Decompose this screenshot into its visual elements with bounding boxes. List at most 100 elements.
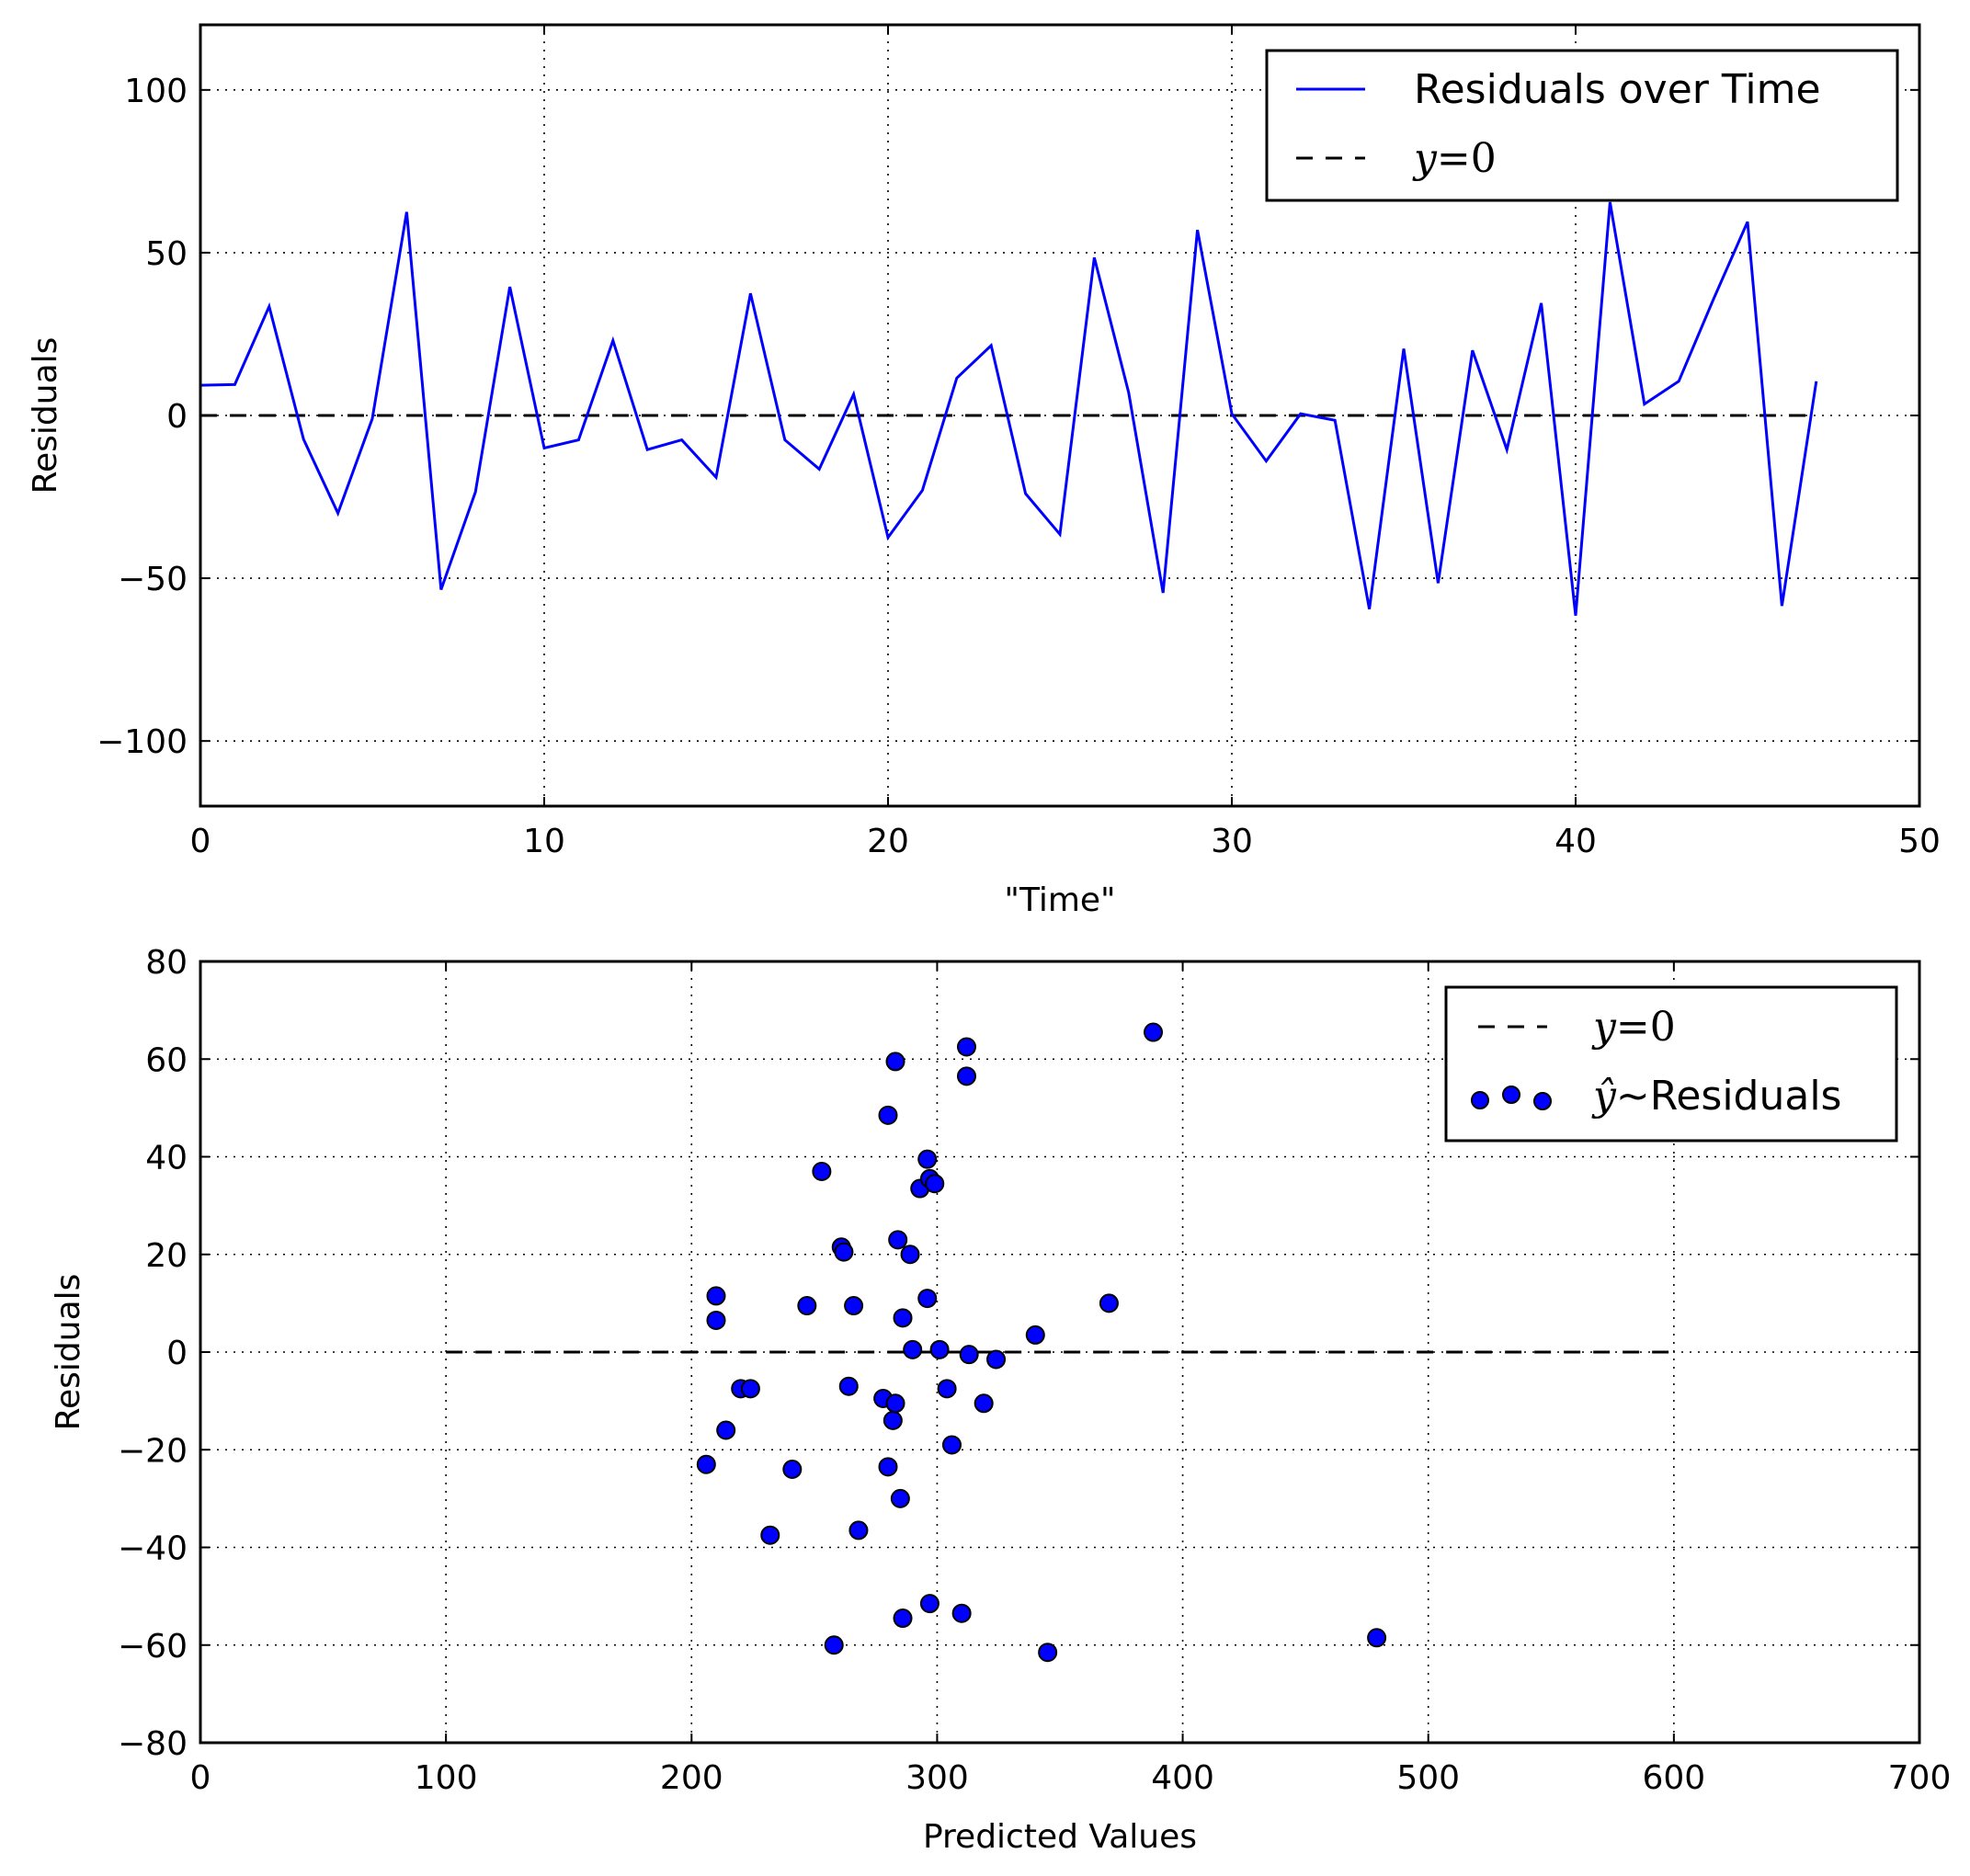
x-tick-label: 400 — [1151, 1759, 1214, 1797]
x-tick-label: 700 — [1888, 1759, 1952, 1797]
scatter-point — [878, 1105, 898, 1125]
y-tick-label: 80 — [145, 944, 188, 982]
x-tick-labels: 0 10 20 30 40 50 — [190, 823, 1941, 860]
scatter-point — [885, 1393, 905, 1414]
x-tick-label: 30 — [1211, 823, 1253, 860]
scatter-point — [824, 1635, 844, 1655]
x-tick-label: 20 — [867, 823, 909, 860]
legend-math-y: y — [1412, 135, 1438, 182]
scatter-point — [1144, 1022, 1164, 1042]
scatter-point — [986, 1349, 1007, 1370]
y-tick-label: −80 — [118, 1725, 188, 1763]
y-axis-label: Residuals — [27, 337, 64, 495]
scatter-point — [844, 1296, 864, 1316]
y-tick-label: 40 — [145, 1140, 188, 1177]
legend-math-rest: =0 — [1437, 135, 1497, 182]
y-tick-label: −20 — [118, 1432, 188, 1470]
y-tick-label: 50 — [145, 235, 188, 273]
y-tick-labels: −100 −50 0 50 100 — [97, 73, 188, 761]
y-tick-label: −60 — [118, 1628, 188, 1666]
scatter-point — [888, 1230, 908, 1250]
y-tick-label: −50 — [118, 561, 188, 598]
x-axis-label: "Time" — [1004, 881, 1115, 919]
plot-frame — [199, 23, 1921, 808]
legend-label-y-zero: y=0 — [1412, 135, 1497, 182]
scatter-point — [696, 1454, 716, 1474]
scatter-point — [903, 1339, 923, 1359]
legend: y=0 ŷ~Residuals — [1444, 985, 1898, 1143]
residuals-over-time-chart: 0 10 20 30 40 50 −100 −50 0 50 100 "Time" Residua… — [27, 23, 1941, 919]
legend-label-scatter: ŷ~Residuals — [1591, 1073, 1841, 1120]
y-tick-labels: −80 −60 −40 −20 0 20 40 60 80 — [118, 944, 188, 1763]
x-tick-label: 10 — [523, 823, 565, 860]
scatter-point — [878, 1457, 898, 1477]
scatter-point — [1038, 1643, 1058, 1663]
scatter-point — [937, 1379, 957, 1399]
scatter-point — [974, 1393, 994, 1414]
plot-frame — [199, 960, 1921, 1745]
x-tick-label: 0 — [190, 823, 211, 860]
legend-scatter-rest: ~Residuals — [1616, 1073, 1842, 1120]
scatter-point — [919, 1594, 939, 1614]
scatter-point — [917, 1149, 938, 1169]
x-tick-label: 500 — [1396, 1759, 1460, 1797]
x-tick-label: 0 — [190, 1759, 211, 1797]
scatter-point — [1367, 1628, 1387, 1648]
legend: Residuals over Time y=0 — [1265, 49, 1899, 202]
predicted-vs-residuals-chart: 0 100 200 300 400 500 600 700 −80 −60 −40 −20 0 20 40… — [50, 944, 1951, 1856]
x-tick-label: 300 — [905, 1759, 969, 1797]
x-tick-label: 50 — [1898, 823, 1941, 860]
x-tick-labels: 0 100 200 300 400 500 600 700 — [190, 1759, 1952, 1797]
legend-marker — [1533, 1092, 1552, 1110]
legend-marker — [1502, 1086, 1520, 1104]
plot-series — [199, 201, 1818, 616]
scatter-point — [716, 1420, 736, 1440]
x-tick-label: 200 — [660, 1759, 723, 1797]
x-tick-label: 600 — [1642, 1759, 1705, 1797]
scatter-point — [956, 1037, 976, 1057]
scatter-point — [782, 1460, 803, 1479]
y-tick-label: −40 — [118, 1530, 188, 1568]
scatter-point — [848, 1520, 869, 1541]
y-tick-label: −100 — [97, 723, 188, 761]
scatter-point — [1099, 1293, 1119, 1313]
x-tick-label: 100 — [415, 1759, 478, 1797]
y-tick-label: 100 — [124, 73, 188, 110]
scatter-point — [951, 1603, 972, 1623]
legend-math-yhat: ŷ — [1591, 1073, 1617, 1120]
legend-label-residuals: Residuals over Time — [1414, 66, 1821, 113]
legend-math-rest: =0 — [1616, 1004, 1676, 1051]
scatter-point — [1025, 1325, 1045, 1345]
legend-label-y-zero: y=0 — [1591, 1004, 1676, 1051]
scatter-point — [893, 1609, 913, 1629]
scatter-point — [838, 1376, 859, 1396]
scatter-point — [834, 1242, 854, 1262]
y-tick-label: 20 — [145, 1237, 188, 1275]
scatter-point — [925, 1174, 945, 1194]
scatter-point — [917, 1289, 938, 1309]
scatter-point — [883, 1410, 903, 1430]
scatter-point — [706, 1310, 726, 1330]
scatter-point — [956, 1066, 976, 1086]
scatter-point — [959, 1345, 979, 1365]
y-axis-label: Residuals — [50, 1274, 87, 1431]
scatter-point — [900, 1245, 920, 1265]
scatter-point — [893, 1308, 913, 1328]
scatter-point — [812, 1161, 832, 1181]
scatter-point — [760, 1525, 780, 1545]
scatter-point — [941, 1435, 962, 1455]
scatter-point — [890, 1488, 910, 1508]
y-tick-label: 0 — [166, 398, 188, 436]
scatter-point — [740, 1379, 760, 1399]
scatter-point — [929, 1339, 950, 1359]
y-tick-label: 60 — [145, 1041, 188, 1079]
scatter-point — [885, 1052, 905, 1072]
x-axis-label: Predicted Values — [923, 1818, 1197, 1856]
legend-marker — [1471, 1091, 1489, 1109]
legend-box — [1444, 985, 1898, 1143]
scatter-point — [706, 1286, 726, 1306]
x-tick-label: 40 — [1554, 823, 1597, 860]
y-tick-label: 0 — [166, 1335, 188, 1372]
scatter-point — [797, 1296, 817, 1316]
